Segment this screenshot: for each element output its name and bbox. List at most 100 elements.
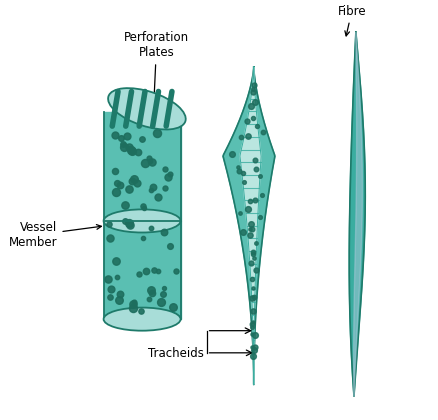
Point <box>160 284 167 291</box>
Point <box>249 250 256 257</box>
Point <box>113 180 120 186</box>
Point <box>104 276 111 283</box>
Point <box>159 291 166 298</box>
Point <box>246 231 253 238</box>
Point <box>124 133 131 139</box>
Point <box>251 197 258 203</box>
Point <box>251 331 258 338</box>
Point <box>251 157 258 164</box>
Point <box>249 319 256 326</box>
Point <box>250 294 257 301</box>
Point <box>237 134 244 141</box>
Point <box>248 320 255 327</box>
Point <box>246 226 253 232</box>
Point <box>250 255 257 261</box>
Point <box>252 166 259 173</box>
Point <box>259 129 266 136</box>
Point <box>127 147 134 154</box>
Point <box>248 344 255 350</box>
Point <box>105 220 112 227</box>
Point <box>160 228 167 235</box>
Point <box>164 173 171 180</box>
Point <box>130 301 137 308</box>
Point <box>125 220 132 226</box>
Point <box>106 235 113 242</box>
Point <box>250 82 257 89</box>
Point <box>134 149 141 155</box>
Point <box>138 307 145 314</box>
Point <box>256 214 263 220</box>
Text: Vessel
Member: Vessel Member <box>9 221 101 249</box>
Ellipse shape <box>108 88 185 129</box>
Point <box>117 134 124 141</box>
Point <box>111 168 118 175</box>
Polygon shape <box>103 112 180 221</box>
Point <box>234 163 241 170</box>
Point <box>157 299 164 306</box>
Point <box>148 158 155 165</box>
Point <box>117 290 124 297</box>
Point <box>244 133 251 140</box>
Point <box>228 150 235 157</box>
Point <box>148 289 155 296</box>
Point <box>112 257 119 264</box>
Point <box>249 85 256 92</box>
Point <box>146 158 153 164</box>
Point <box>246 198 253 205</box>
Point <box>139 203 146 210</box>
Point <box>121 218 128 224</box>
Point <box>258 192 265 199</box>
Point <box>161 165 168 172</box>
Point <box>135 270 142 277</box>
Point <box>247 221 254 228</box>
Point <box>244 206 251 213</box>
Point <box>154 194 161 200</box>
Polygon shape <box>103 221 180 319</box>
Point <box>248 324 255 331</box>
Point <box>249 353 256 360</box>
Point <box>256 173 263 179</box>
Point <box>247 103 254 110</box>
Ellipse shape <box>103 307 180 331</box>
Ellipse shape <box>103 210 180 233</box>
Point <box>115 297 122 304</box>
Point <box>251 344 258 350</box>
Point <box>170 304 177 310</box>
Point <box>134 180 141 186</box>
Point <box>239 228 246 235</box>
Text: Fibre: Fibre <box>337 5 365 36</box>
Point <box>142 268 149 275</box>
Point <box>249 249 256 255</box>
Point <box>145 296 152 302</box>
Point <box>111 132 118 139</box>
Point <box>125 144 132 151</box>
Point <box>128 147 135 154</box>
Point <box>249 115 256 121</box>
Point <box>140 205 147 212</box>
Point <box>121 202 128 208</box>
Point <box>149 184 156 190</box>
Point <box>113 274 120 281</box>
Point <box>129 305 136 312</box>
Point <box>251 99 258 106</box>
Point <box>249 88 256 95</box>
Point <box>131 176 138 183</box>
Point <box>106 293 113 300</box>
Point <box>172 268 179 275</box>
Point <box>249 307 256 314</box>
Point <box>154 268 161 275</box>
Point <box>248 276 255 283</box>
Point <box>248 294 255 301</box>
Point <box>240 179 247 186</box>
Point <box>141 160 148 167</box>
Point <box>120 143 127 150</box>
Point <box>128 178 135 184</box>
Point <box>248 225 255 232</box>
Point <box>117 182 124 189</box>
Point <box>252 123 259 129</box>
Point <box>148 286 155 293</box>
Point <box>235 168 242 175</box>
Point <box>108 286 115 292</box>
Point <box>251 267 258 273</box>
Point <box>166 170 173 177</box>
